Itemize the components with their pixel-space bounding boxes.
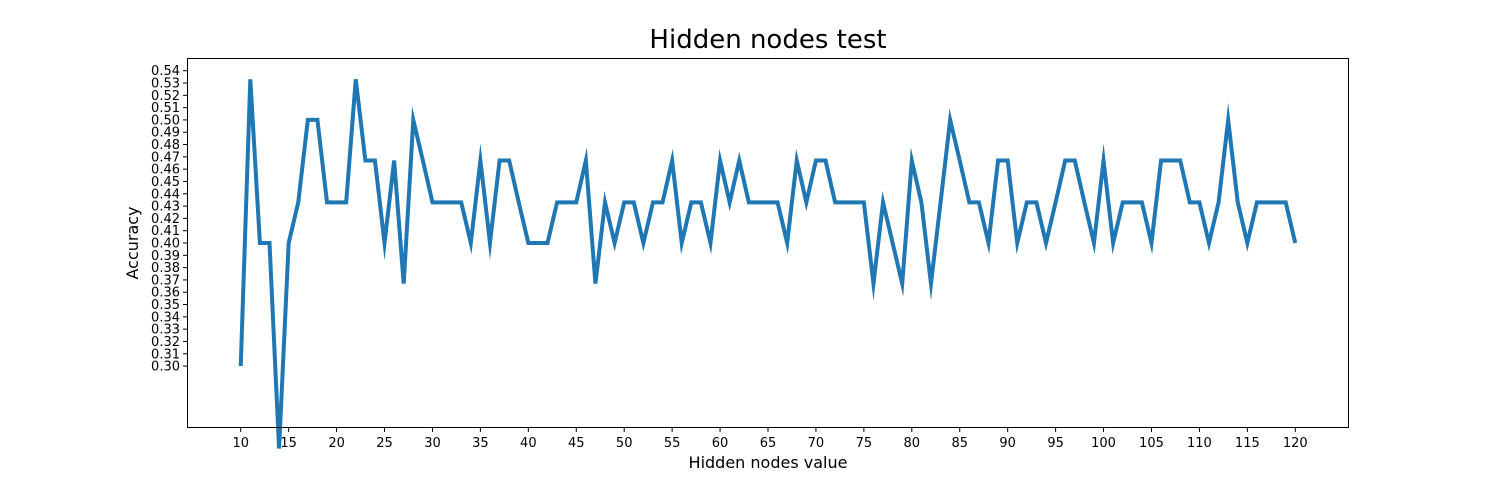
x-tick-label: 40: [520, 436, 537, 451]
x-axis-label: Hidden nodes value: [689, 453, 848, 472]
y-axis-label: Accuracy: [123, 206, 142, 279]
y-tick-label: 0.30: [151, 360, 180, 375]
x-tick-label: 20: [328, 436, 345, 451]
x-tick-label: 25: [376, 436, 393, 451]
x-tick-label: 110: [1187, 436, 1212, 451]
x-tick-label: 50: [616, 436, 633, 451]
series-layer: [238, 79, 1298, 449]
x-tick-label: 90: [999, 436, 1016, 451]
x-tick-label: 55: [664, 436, 681, 451]
y-tick-label: 0.42: [151, 212, 180, 227]
series-line-0: [238, 79, 1298, 449]
y-tick-label: 0.35: [151, 298, 180, 313]
y-tick-label: 0.54: [151, 64, 180, 79]
y-tick-label: 0.40: [151, 237, 180, 252]
y-tick-label: 0.38: [151, 261, 180, 276]
y-tick-label: 0.43: [151, 200, 180, 215]
y-tick-label: 0.53: [151, 77, 180, 92]
x-tick-label: 75: [856, 436, 873, 451]
x-tick-label: 85: [951, 436, 968, 451]
x-tick-label: 30: [424, 436, 441, 451]
x-tick-label: 100: [1091, 436, 1116, 451]
x-tick-label: 45: [568, 436, 585, 451]
x-tick-label: 70: [808, 436, 825, 451]
y-tick-label: 0.41: [151, 224, 180, 239]
y-tick-label: 0.51: [151, 101, 180, 116]
y-tick-label: 0.49: [151, 126, 180, 141]
y-tick-label: 0.39: [151, 249, 180, 264]
y-tick-label: 0.47: [151, 150, 180, 165]
plot-area-frame: [187, 58, 1349, 428]
x-tick-label: 95: [1047, 436, 1064, 451]
chart-title: Hidden nodes test: [649, 25, 886, 55]
x-axis-ticks: 10 15 20 25 30 35 40 45 50 55 60 65 70 75 80 85 90 95 100 1…: [232, 427, 1308, 451]
y-tick-label: 0.52: [151, 89, 180, 104]
x-tick-label: 15: [280, 436, 297, 451]
x-tick-label: 35: [472, 436, 489, 451]
y-tick-label: 0.48: [151, 138, 180, 153]
y-tick-label: 0.34: [151, 310, 180, 325]
y-tick-label: 0.46: [151, 163, 180, 178]
x-tick-label: 80: [904, 436, 921, 451]
x-tick-label: 105: [1139, 436, 1164, 451]
x-tick-label: 115: [1235, 436, 1260, 451]
y-tick-label: 0.32: [151, 335, 180, 350]
y-tick-label: 0.37: [151, 273, 180, 288]
y-tick-label: 0.31: [151, 347, 180, 362]
x-tick-label: 120: [1283, 436, 1308, 451]
y-axis-ticks: 0.300.310.320.330.340.350.360.370.380.39…: [151, 64, 188, 375]
x-tick-label: 65: [760, 436, 777, 451]
y-tick-label: 0.44: [151, 187, 180, 202]
y-tick-label: 0.33: [151, 323, 180, 338]
x-tick-label: 10: [232, 436, 249, 451]
y-tick-label: 0.50: [151, 113, 180, 128]
y-tick-label: 0.36: [151, 286, 180, 301]
x-tick-label: 60: [712, 436, 729, 451]
y-tick-label: 0.45: [151, 175, 180, 190]
